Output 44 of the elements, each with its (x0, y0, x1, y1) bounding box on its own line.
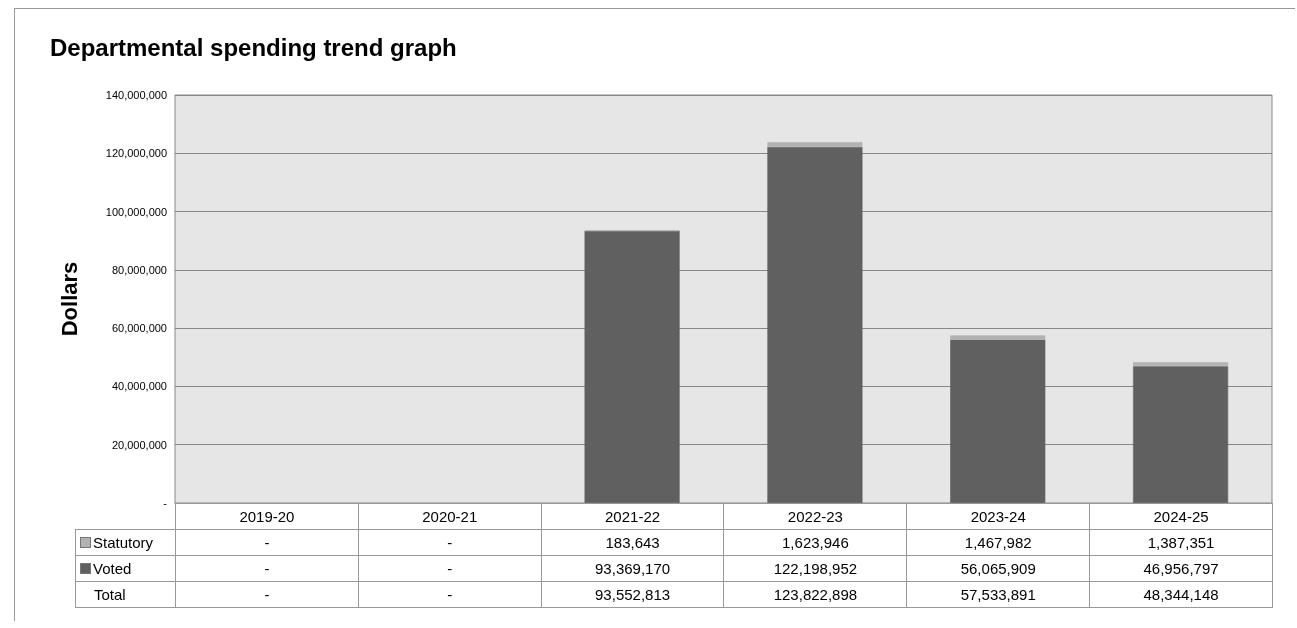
data-label: 46,956,797 (1089, 555, 1273, 582)
text: 48,344,148 (1089, 581, 1273, 608)
bar (1133, 366, 1229, 503)
legend-label: Voted (75, 555, 176, 582)
text: - (447, 560, 453, 577)
y-tick-label: 100,000,000 (105, 205, 167, 218)
text: Total (75, 581, 176, 608)
x-tick-label: 2021-22 (541, 503, 724, 530)
y-axis-title: Dollars (56, 261, 82, 337)
data-label: 93,369,170 (541, 555, 724, 582)
x-tick-label: 2023-24 (906, 503, 1090, 530)
x-tick-label: 2019-20 (175, 503, 359, 530)
text: 123,822,898 (723, 581, 907, 608)
text: - (264, 560, 270, 577)
text: - (447, 534, 453, 551)
chart-title: Departmental spending trend graph (50, 34, 457, 62)
bar (584, 230, 680, 503)
bar (767, 146, 863, 503)
y-tick-label: 40,000,000 (111, 380, 167, 393)
bar (950, 335, 1046, 340)
legend-label: Statutory (75, 529, 176, 556)
y-tick-label: 20,000,000 (111, 438, 167, 451)
x-tick-label: 2024-25 (1089, 503, 1273, 530)
bar (950, 339, 1046, 503)
text: - (264, 534, 270, 551)
text: 57,533,891 (906, 581, 1090, 608)
data-label: 1,623,946 (723, 529, 907, 556)
data-label: 1,387,351 (1089, 529, 1273, 556)
data-label: 56,065,909 (906, 555, 1090, 582)
text: 93,552,813 (541, 581, 724, 608)
x-tick-label: 2020-21 (358, 503, 542, 530)
text: - (175, 581, 359, 608)
data-label: 122,198,952 (723, 555, 907, 582)
bar (1133, 362, 1229, 367)
data-label: 183,643 (541, 529, 724, 556)
y-tick-label: 80,000,000 (111, 263, 167, 276)
data-label: 1,467,982 (906, 529, 1090, 556)
y-tick-label: - (163, 497, 168, 509)
y-tick-label: 120,000,000 (105, 147, 167, 160)
x-tick-label: 2022-23 (723, 503, 907, 530)
bar (767, 142, 863, 147)
text: - (358, 581, 542, 608)
y-tick-label: 140,000,000 (105, 89, 167, 101)
y-tick-label: 60,000,000 (111, 322, 167, 335)
